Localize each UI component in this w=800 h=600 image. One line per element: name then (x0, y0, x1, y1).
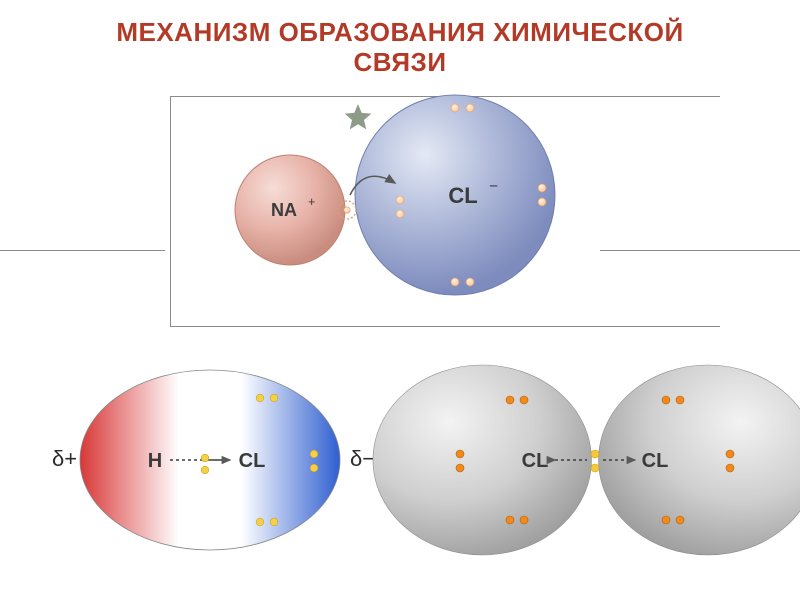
na-charge: + (308, 195, 315, 209)
electron-dot (310, 450, 318, 458)
electron-dot (676, 396, 684, 404)
electron-dot (201, 454, 209, 462)
electron-dot (591, 464, 599, 472)
delta-minus-label: δ− (350, 446, 375, 471)
cl2-left-label: CL (522, 450, 549, 472)
hcl-h-label: H (148, 450, 162, 472)
electron-dot (520, 396, 528, 404)
electron-dot (310, 464, 318, 472)
electron-dot (676, 516, 684, 524)
electron-dot (591, 450, 599, 458)
electron-dot (256, 394, 264, 402)
hcl-cl-label: CL (239, 450, 266, 472)
electron-dot (506, 396, 514, 404)
cl-charge: − (489, 178, 498, 195)
electron-dot (270, 394, 278, 402)
cl2-right-label: CL (642, 450, 669, 472)
electron-dot (520, 516, 528, 524)
electron-dot (456, 450, 464, 458)
star-icon (345, 104, 372, 129)
electron-dot (726, 450, 734, 458)
electron-dot (506, 516, 514, 524)
slide: МЕХАНИЗМ ОБРАЗОВАНИЯ ХИМИЧЕСКОЙ СВЯЗИ NA… (0, 0, 800, 600)
electron-dot (456, 464, 464, 472)
electron-dot (270, 518, 278, 526)
diagram-svg: NA+CL−HCLδ+δ−CLCL (0, 0, 800, 600)
cl2-lobe-left (373, 365, 592, 555)
electron-dot (726, 464, 734, 472)
electron-dot (662, 396, 670, 404)
cl-label: CL (448, 183, 477, 208)
electron-dot (201, 466, 209, 474)
electron-dot (662, 516, 670, 524)
na-label: NA (271, 200, 297, 220)
delta-plus-label: δ+ (52, 446, 77, 471)
electron-dot (256, 518, 264, 526)
